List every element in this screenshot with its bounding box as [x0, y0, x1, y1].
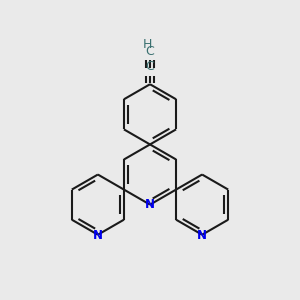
Text: N: N [145, 199, 155, 212]
Text: H: H [143, 38, 152, 51]
Text: C: C [146, 59, 154, 73]
Text: N: N [197, 229, 207, 242]
Text: N: N [93, 229, 103, 242]
Text: C: C [145, 45, 154, 58]
